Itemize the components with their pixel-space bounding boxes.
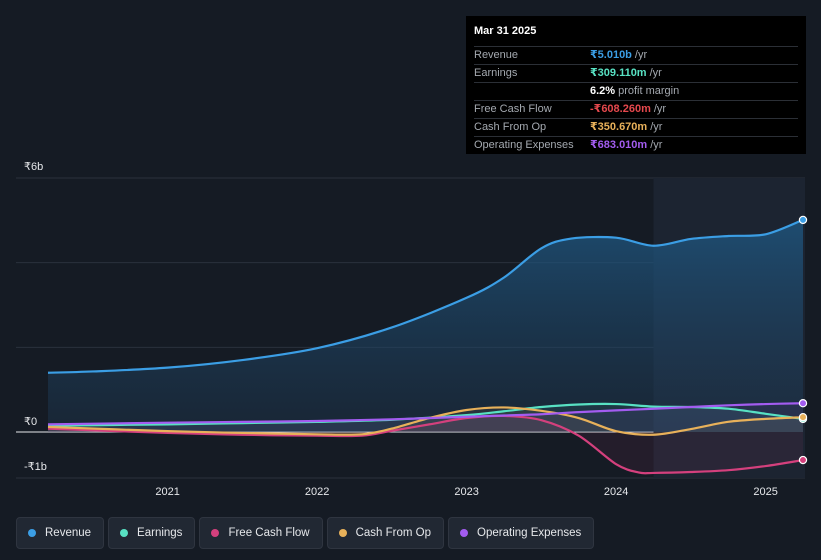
end-marker bbox=[798, 399, 808, 408]
tooltip-row-unit: /yr bbox=[650, 139, 663, 151]
legend: Revenue Earnings Free Cash Flow Cash From O… bbox=[16, 517, 595, 551]
tooltip-row-label: Free Cash Flow bbox=[474, 103, 552, 115]
y-tick-label: ₹6b bbox=[24, 161, 43, 173]
tooltip-row: Free Cash Flow -₹608.260m/yr bbox=[474, 100, 798, 118]
tooltip-date: Mar 31 2025 bbox=[474, 25, 537, 37]
tooltip-row-value: ₹309.110m bbox=[590, 67, 647, 79]
tooltip-row-unit: /yr bbox=[649, 67, 662, 79]
tooltip-row-label: Earnings bbox=[474, 67, 518, 79]
x-tick-label: 2025 bbox=[753, 486, 777, 498]
tooltip-row-value: ₹350.670m bbox=[590, 121, 648, 133]
legend-item-earnings[interactable]: Earnings bbox=[108, 517, 196, 549]
revenue-area bbox=[48, 219, 803, 474]
legend-item-revenue[interactable]: Revenue bbox=[16, 517, 105, 549]
legend-label: Free Cash Flow bbox=[228, 527, 310, 539]
tooltip-row-unit: profit margin bbox=[618, 85, 680, 97]
legend-item-operating-expenses[interactable]: Operating Expenses bbox=[448, 517, 595, 549]
x-tick-label: 2024 bbox=[604, 486, 628, 498]
tooltip-row-label: Revenue bbox=[474, 49, 519, 61]
legend-label: Earnings bbox=[137, 527, 183, 539]
series-line-cash-from-op bbox=[47, 406, 804, 436]
tooltip-panel: Mar 31 2025 Revenue ₹5.010b/yr Earnings ₹30… bbox=[466, 16, 806, 154]
series-area-fill bbox=[48, 415, 803, 474]
legend-dot-icon bbox=[28, 529, 36, 537]
tooltip-row-value: 6.2% bbox=[590, 85, 616, 97]
tooltip-row-value: ₹5.010b bbox=[590, 49, 632, 61]
legend-label: Operating Expenses bbox=[477, 527, 582, 539]
y-tick-label: ₹0 bbox=[24, 416, 37, 428]
series-area-fill bbox=[48, 407, 803, 435]
axis-labels: ₹6b ₹0 -₹1b 2021 2022 2023 2024 2025 bbox=[24, 161, 778, 498]
x-tick-label: 2022 bbox=[305, 486, 329, 498]
tooltip-row-value: -₹608.260m bbox=[590, 103, 651, 115]
series-line-operating-expenses bbox=[47, 402, 804, 426]
series-area-fill bbox=[48, 403, 803, 432]
tooltip-row-unit: /yr bbox=[634, 49, 648, 61]
tooltip-row-label bbox=[474, 83, 590, 100]
legend-item-cash-from-op[interactable]: Cash From Op bbox=[326, 517, 445, 549]
tooltip-rows: Revenue ₹5.010b/yr Earnings ₹309.110m/yr 6.2… bbox=[474, 46, 798, 154]
end-markers bbox=[798, 215, 808, 465]
tooltip-row: Cash From Op ₹350.670m/yr bbox=[474, 118, 798, 136]
tooltip-row: Revenue ₹5.010b/yr bbox=[474, 46, 798, 64]
tooltip-row-label: Operating Expenses bbox=[474, 139, 574, 151]
end-marker bbox=[798, 412, 808, 422]
legend-item-free-cash-flow[interactable]: Free Cash Flow bbox=[199, 517, 323, 549]
tooltip-row: 6.2% profit margin bbox=[474, 82, 798, 100]
tooltip-row: Earnings ₹309.110m/yr bbox=[474, 64, 798, 82]
series-lines bbox=[47, 218, 804, 475]
series-line-revenue bbox=[47, 218, 804, 374]
tooltip-row-unit: /yr bbox=[650, 121, 663, 133]
legend-label: Revenue bbox=[45, 527, 92, 539]
x-tick-label: 2021 bbox=[155, 486, 179, 498]
legend-dot-icon bbox=[211, 529, 220, 537]
end-marker bbox=[798, 215, 808, 225]
legend-dot-icon bbox=[338, 529, 347, 537]
tooltip-row-label: Cash From Op bbox=[474, 121, 547, 133]
end-marker bbox=[798, 455, 808, 465]
x-tick-label: 2023 bbox=[454, 486, 478, 498]
legend-label: Cash From Op bbox=[355, 527, 432, 539]
tooltip-row-unit: /yr bbox=[653, 103, 667, 115]
revenue-area-fill bbox=[48, 219, 803, 432]
legend-dot-icon bbox=[460, 529, 469, 537]
tooltip-row-value: ₹683.010m bbox=[590, 139, 648, 151]
y-tick-label: -₹1b bbox=[24, 461, 47, 473]
tooltip-row: Operating Expenses ₹683.010m/yr bbox=[474, 136, 798, 154]
legend-dot-icon bbox=[120, 529, 129, 537]
